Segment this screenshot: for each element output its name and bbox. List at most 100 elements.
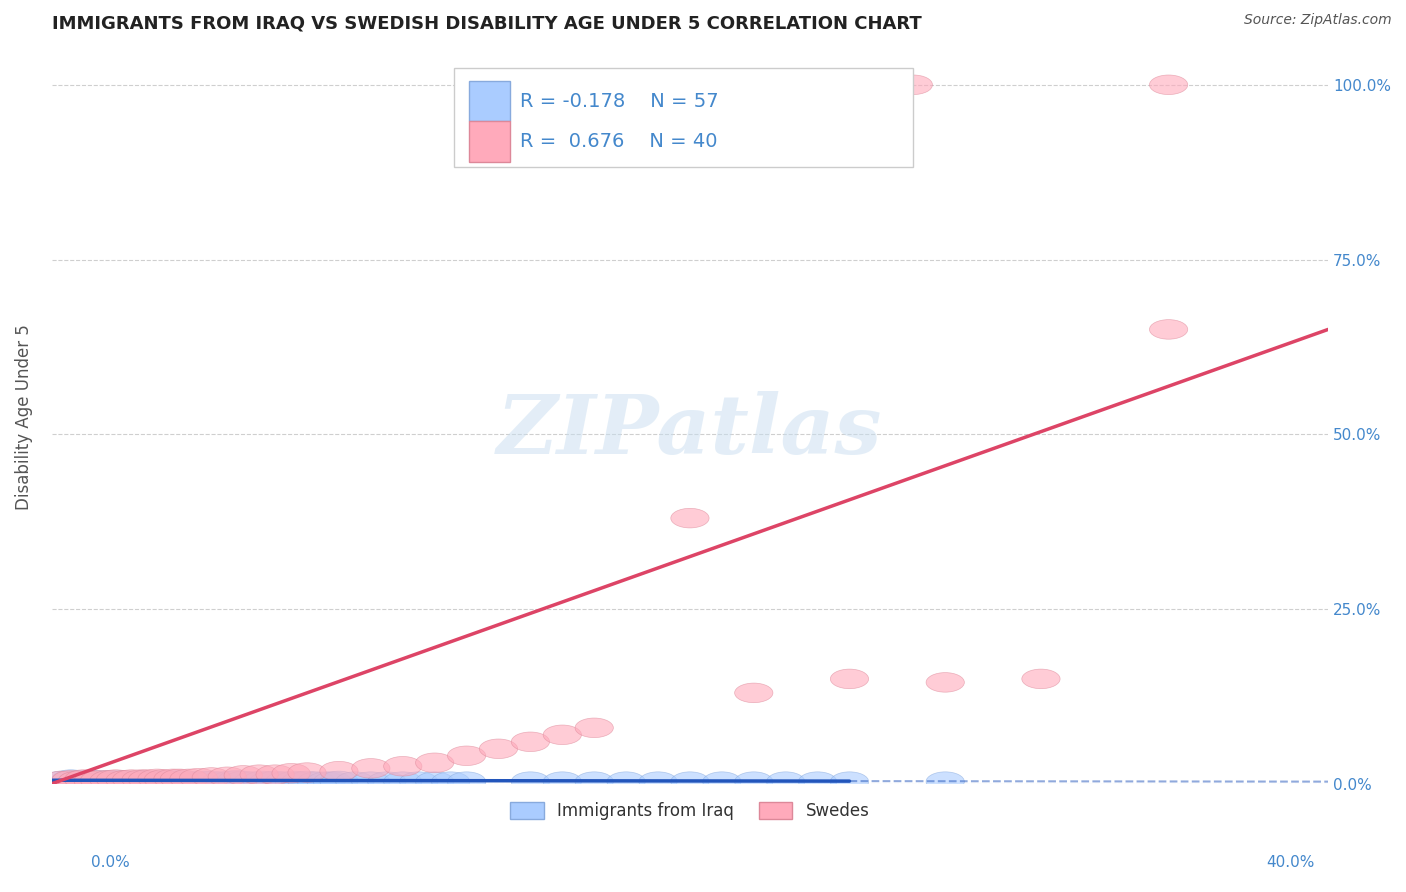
Ellipse shape [927,673,965,692]
Text: R =  0.676    N = 40: R = 0.676 N = 40 [520,132,717,151]
Ellipse shape [250,772,288,791]
Ellipse shape [543,772,582,791]
Ellipse shape [352,772,389,791]
Text: Source: ZipAtlas.com: Source: ZipAtlas.com [1244,13,1392,28]
FancyBboxPatch shape [470,121,510,161]
Ellipse shape [288,763,326,782]
Ellipse shape [1150,75,1188,95]
Ellipse shape [271,764,311,783]
Ellipse shape [734,683,773,703]
Ellipse shape [479,739,517,758]
Ellipse shape [160,771,198,790]
Ellipse shape [671,508,709,528]
Ellipse shape [831,669,869,689]
Ellipse shape [766,772,804,791]
Ellipse shape [298,772,336,791]
Text: IMMIGRANTS FROM IRAQ VS SWEDISH DISABILITY AGE UNDER 5 CORRELATION CHART: IMMIGRANTS FROM IRAQ VS SWEDISH DISABILI… [52,15,921,33]
Ellipse shape [153,769,193,789]
Text: R = -0.178    N = 57: R = -0.178 N = 57 [520,92,718,111]
Ellipse shape [224,765,263,785]
Ellipse shape [384,772,422,791]
Ellipse shape [256,764,294,784]
Text: 40.0%: 40.0% [1267,855,1315,870]
Ellipse shape [65,770,103,789]
Ellipse shape [703,772,741,791]
Ellipse shape [160,769,198,789]
Ellipse shape [138,769,176,789]
Ellipse shape [180,772,218,791]
Ellipse shape [319,772,359,790]
Ellipse shape [233,772,271,791]
Ellipse shape [193,772,231,790]
Ellipse shape [186,772,224,790]
Ellipse shape [399,772,437,791]
Ellipse shape [112,770,150,789]
Ellipse shape [307,772,346,791]
Ellipse shape [575,718,613,738]
Ellipse shape [281,772,319,791]
Ellipse shape [90,771,128,790]
Ellipse shape [112,772,150,790]
Ellipse shape [75,772,112,790]
Ellipse shape [256,772,294,790]
Legend: Immigrants from Iraq, Swedes: Immigrants from Iraq, Swedes [503,796,876,827]
Ellipse shape [80,771,118,790]
Ellipse shape [52,770,90,789]
Text: ZIPatlas: ZIPatlas [498,392,883,472]
Ellipse shape [416,772,454,791]
Ellipse shape [607,772,645,791]
Ellipse shape [170,772,208,790]
Ellipse shape [352,758,389,778]
Ellipse shape [799,772,837,791]
Ellipse shape [105,771,145,790]
Ellipse shape [208,767,246,787]
Ellipse shape [193,768,231,788]
Ellipse shape [276,772,314,790]
Ellipse shape [138,772,176,790]
Ellipse shape [153,772,193,790]
Ellipse shape [211,772,250,790]
Ellipse shape [77,771,115,790]
Ellipse shape [170,769,208,789]
FancyBboxPatch shape [470,81,510,121]
Ellipse shape [58,772,97,790]
Ellipse shape [314,772,352,791]
Ellipse shape [319,762,359,780]
Y-axis label: Disability Age Under 5: Disability Age Under 5 [15,324,32,509]
Ellipse shape [90,771,128,790]
Ellipse shape [671,772,709,791]
Ellipse shape [512,772,550,791]
Ellipse shape [243,772,281,790]
Ellipse shape [447,746,485,765]
Text: 0.0%: 0.0% [91,855,131,870]
Ellipse shape [122,771,160,790]
Ellipse shape [52,771,90,790]
Ellipse shape [1150,319,1188,339]
Ellipse shape [416,753,454,772]
Ellipse shape [384,756,422,776]
Ellipse shape [145,770,183,789]
Ellipse shape [58,772,97,790]
Ellipse shape [734,772,773,791]
Ellipse shape [218,771,256,790]
Ellipse shape [103,771,141,790]
Ellipse shape [70,772,110,790]
Ellipse shape [831,772,869,791]
Ellipse shape [42,772,80,790]
Ellipse shape [128,772,167,790]
Ellipse shape [65,771,103,790]
Ellipse shape [447,772,485,791]
FancyBboxPatch shape [454,68,914,168]
Ellipse shape [543,725,582,745]
Ellipse shape [148,771,186,790]
Ellipse shape [97,770,135,789]
Ellipse shape [894,75,932,95]
Ellipse shape [432,772,470,791]
Ellipse shape [122,770,160,789]
Ellipse shape [1022,669,1060,689]
Ellipse shape [638,772,678,791]
Ellipse shape [512,732,550,752]
Ellipse shape [575,772,613,791]
Ellipse shape [927,772,965,791]
Ellipse shape [128,770,167,789]
